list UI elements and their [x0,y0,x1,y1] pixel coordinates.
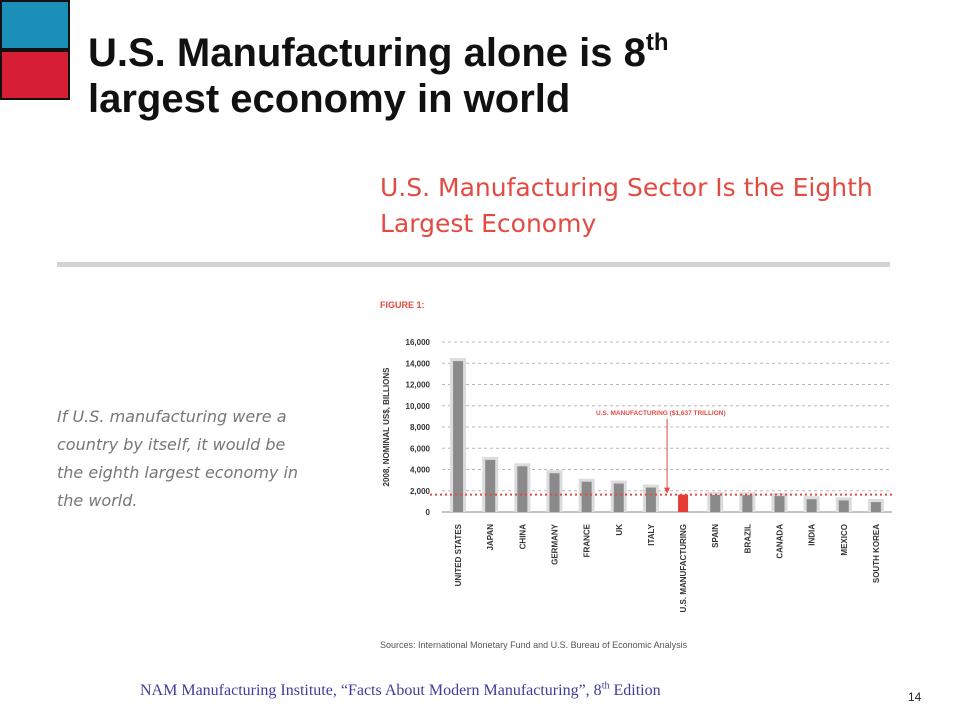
bar [710,495,721,512]
y-tick-label: 4,000 [410,466,431,475]
footer-text: NAM Manufacturing Institute, “Facts Abou… [140,682,602,699]
x-tick-label: INDIA [808,524,817,546]
footer-superscript: th [601,680,610,692]
x-tick-label: GERMANY [551,523,560,565]
x-tick-label: BRAZIL [743,524,752,553]
x-tick-label: ITALY [647,523,656,545]
bar [549,473,560,512]
x-tick-label: UNITED STATES [454,523,463,586]
bar [517,466,528,512]
y-tick-label: 0 [426,508,431,517]
y-tick-label: 12,000 [406,381,431,390]
bar [581,481,592,512]
chart-title: U.S. Manufacturing Sector Is the Eighth … [380,173,873,238]
slide-title-superscript: th [645,29,669,56]
annotation-arrowhead [664,487,671,494]
y-tick-label: 10,000 [406,402,431,411]
chart-source: Sources: International Monetary Fund and… [380,640,688,650]
y-tick-label: 16,000 [406,338,431,347]
slide-title-line2: largest economy in world [88,77,571,121]
annotation-label: U.S. MANUFACTURING ($1,637 TRILLION) [596,410,726,417]
bar [453,361,464,512]
bar [485,459,496,512]
y-tick-label: 6,000 [410,444,431,453]
y-tick-label: 8,000 [410,423,431,432]
red-accent-square [0,50,70,100]
slide-title: U.S. Manufacturing alone is 8th largest e… [88,30,908,122]
bar-chart: 0 2,000 4,000 6,000 8,000 10,000 12,000 14,000 1… [382,338,892,612]
figure-label: FIGURE 1: [380,300,425,310]
slide-title-text: U.S. Manufacturing alone is 8 [88,31,646,75]
y-axis-label: 2008, NOMINAL US$, BILLIONS [382,367,391,487]
bar [774,496,785,512]
bar [806,499,817,512]
blue-accent-square [0,0,70,50]
bar [742,495,753,512]
footer-text-end: Edition [609,682,661,699]
side-quote: If U.S. manufacturing were a country by … [57,407,299,510]
footer-citation: NAM Manufacturing Institute, “Facts Abou… [140,680,661,700]
bar [645,487,656,512]
y-tick-label: 2,000 [410,487,431,496]
bar [838,500,849,512]
bar [870,502,881,512]
x-tick-label: U.S. MANUFACTURING [679,524,688,612]
x-tick-label: FRANCE [583,523,592,557]
divider-rule [57,262,890,267]
bar [613,483,624,512]
x-tick-label: CANADA [776,524,785,559]
x-tick-label: MEXICO [840,524,849,556]
x-tick-label: SPAIN [711,524,720,548]
y-tick-label: 14,000 [406,359,431,368]
x-tick-label: SOUTH KOREA [872,524,881,583]
x-tick-label: UK [615,524,624,536]
x-tick-label: JAPAN [486,524,495,551]
x-tick-label: CHINA [518,524,527,550]
page-number: 14 [908,690,922,704]
bar-highlight [678,494,689,512]
